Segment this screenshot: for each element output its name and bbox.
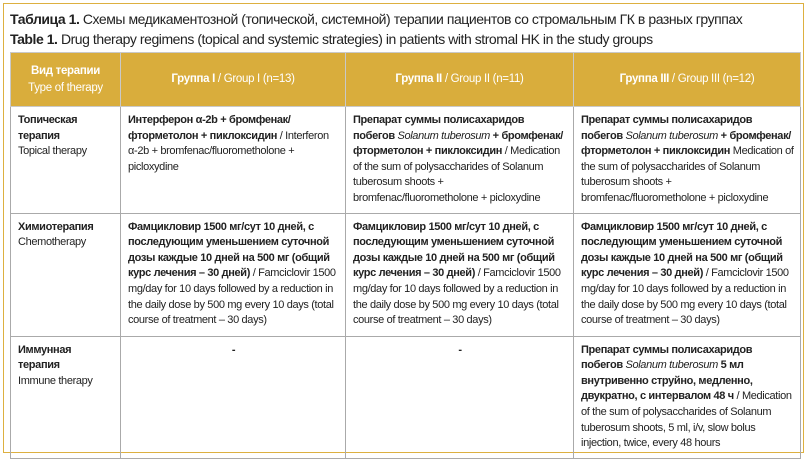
group-3-cell: Препарат суммы полисахаридов побегов Sol… xyxy=(573,106,801,214)
table-row: Химиотерапия Chemotherapy Фамцикловир 1500… xyxy=(10,212,801,337)
group-1-cell: Фамцикловир 1500 мг/сут 10 дней, с после… xyxy=(120,212,346,337)
caption-ru-text: Схемы медикаментозной (топической, систе… xyxy=(79,11,743,27)
group-3-cell: Фамцикловир 1500 мг/сут 10 дней, с после… xyxy=(573,212,801,337)
caption-ru-label: Таблица 1. xyxy=(10,11,80,27)
regimen-text-ru: - xyxy=(231,343,236,356)
regimen-text-ru: Препарат суммы полисахаридов побегов xyxy=(353,114,525,142)
therapy-table: Вид терапии Type of therapy Группа I / Gr… xyxy=(10,52,801,459)
regimen-text-ru: Интерферон α-2b + бромфенак/фторметолон … xyxy=(128,114,291,142)
header-row: Вид терапии Type of therapy Группа I / Gr… xyxy=(10,52,801,107)
regimen-text-latin: Solanum tuberosum xyxy=(625,129,718,142)
header-group-3-ru: Группа III xyxy=(619,73,670,85)
regimen-text-ru: - xyxy=(458,343,462,356)
group-1-cell: Интерферон α-2b + бромфенак/фторметолон … xyxy=(120,106,346,214)
therapy-type-en: Immune therapy xyxy=(18,374,93,387)
group-2-cell: Фамцикловир 1500 мг/сут 10 дней, с после… xyxy=(345,212,574,337)
therapy-type-cell: Химиотерапия Chemotherapy xyxy=(10,212,121,337)
header-group-3-en: / Group III (n=12) xyxy=(669,73,755,85)
group-2-cell: Препарат суммы полисахаридов побегов Sol… xyxy=(345,106,574,214)
header-group-2-ru: Группа II xyxy=(395,73,442,85)
therapy-type-ru: Химиотерапия xyxy=(18,220,94,233)
regimen-text-ru: + бромфенак/фторметолон + пиклоксидин xyxy=(581,129,791,158)
regimen-text-ru: Фамцикловир 1500 мг/сут 10 дней, с после… xyxy=(128,220,330,280)
regimen-text-en: / Famciclovir 1500 mg/day for 10 days fo… xyxy=(581,267,789,327)
regimen-text-ru: Фамцикловир 1500 мг/сут 10 дней, с после… xyxy=(581,220,783,280)
regimen-text-ru: Препарат суммы полисахаридов побегов xyxy=(581,114,753,142)
therapy-type-en: Topical therapy xyxy=(18,145,87,158)
therapy-type-cell: Топическая терапия Topical therapy xyxy=(10,106,121,214)
regimen-text-latin: Solanum tuberosum xyxy=(397,129,490,142)
caption-ru: Таблица 1. Схемы медикаментозной (топиче… xyxy=(10,11,743,27)
regimen-text-en: / Interferon α-2b + bromfenac/fluorometh… xyxy=(128,129,329,173)
regimen-text-en: / Medication of the sum of polysaccharid… xyxy=(353,145,560,204)
header-group-2: Группа II / Group II (n=11) xyxy=(345,52,574,107)
group-2-cell: - xyxy=(345,335,574,459)
regimen-text-en: / Medication of the sum of polysaccharid… xyxy=(581,390,792,450)
header-type-en: Type of therapy xyxy=(28,81,103,94)
header-group-1-ru: Группа I xyxy=(171,73,216,85)
header-type: Вид терапии Type of therapy xyxy=(10,52,121,107)
therapy-type-ru: Иммунная терапия xyxy=(18,343,72,372)
therapy-type-en: Chemotherapy xyxy=(18,236,86,249)
caption-en-label: Table 1. xyxy=(10,31,58,47)
regimen-text-ru: Препарат суммы полисахаридов побегов xyxy=(581,343,753,372)
header-group-3: Группа III / Group III (n=12) xyxy=(573,52,801,107)
group-1-cell: - xyxy=(120,335,346,459)
group-3-cell: Препарат суммы полисахаридов побегов Sol… xyxy=(573,335,801,459)
therapy-type-cell: Иммунная терапия Immune therapy xyxy=(10,335,121,459)
table-row: Иммунная терапия Immune therapy - - Препарат… xyxy=(10,335,801,459)
regimen-text-en: / Famciclovir 1500 mg/day for 10 days fo… xyxy=(353,267,561,327)
header-group-1-en: / Group I (n=13) xyxy=(215,73,295,85)
regimen-text-latin: Solanum tuberosum xyxy=(625,359,718,372)
caption-en-text: Drug therapy regimens (topical and syste… xyxy=(57,31,653,47)
header-group-2-en: / Group II (n=11) xyxy=(441,73,524,85)
regimen-text-ru: + бромфенак/фторметолон + пиклоксидин xyxy=(353,129,563,158)
therapy-type-ru: Топическая терапия xyxy=(18,114,78,142)
header-group-1: Группа I / Group I (n=13) xyxy=(120,52,346,107)
header-type-ru: Вид терапии xyxy=(30,64,101,77)
regimen-text-en: Medication of the sum of polysaccharides… xyxy=(581,145,794,204)
regimen-text-ru: 5 мл внутривенно струйно, медленно, двук… xyxy=(581,359,753,403)
table-row: Топическая терапия Topical therapy Интерфе… xyxy=(10,106,801,214)
caption-en: Table 1. Drug therapy regimens (topical … xyxy=(10,31,653,47)
regimen-text-ru: Фамцикловир 1500 мг/сут 10 дней, с после… xyxy=(353,220,555,280)
regimen-text-en: / Famciclovir 1500 mg/day for 10 days fo… xyxy=(128,267,336,327)
